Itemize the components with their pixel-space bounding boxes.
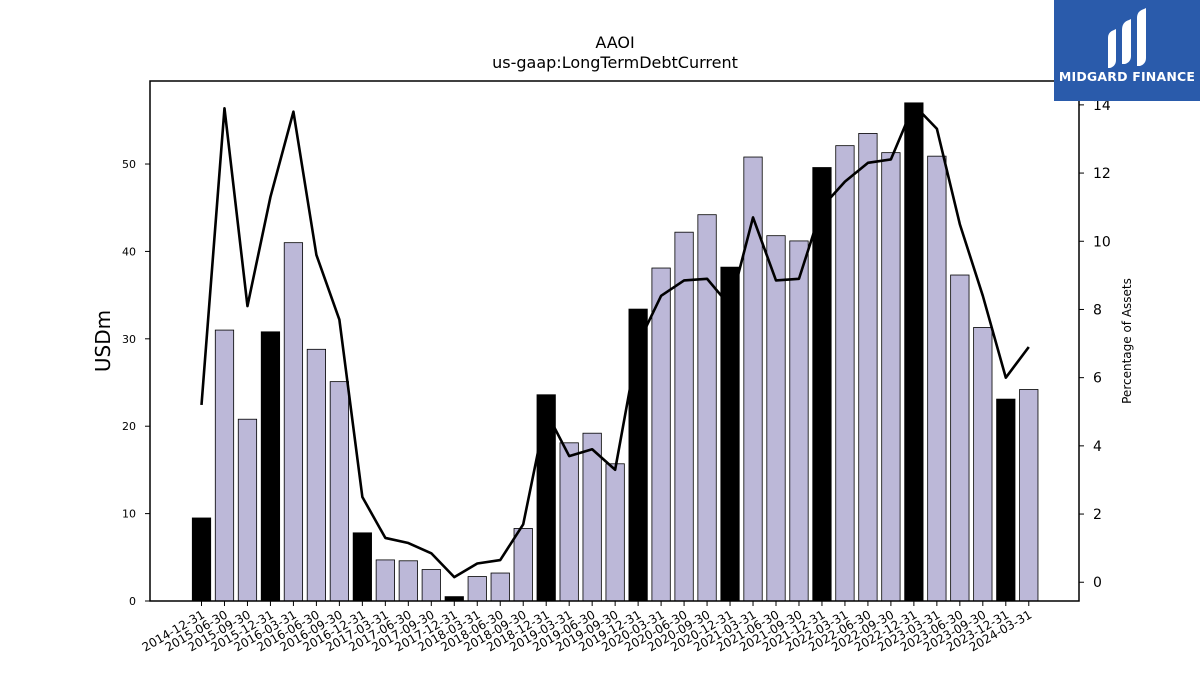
y2-tick-label: 14 bbox=[1093, 98, 1111, 114]
y2-axis-label: Percentage of Assets bbox=[1120, 278, 1134, 404]
bar-2019-03-31 bbox=[559, 442, 579, 602]
bar-2022-06-30 bbox=[858, 133, 878, 602]
right-axis: 0 2 4 6 8 10 12 14 bbox=[1079, 98, 1111, 591]
y2-tick-label: 4 bbox=[1093, 439, 1102, 455]
y-axis-label: USDm bbox=[91, 310, 115, 372]
bar-2023-06-30 bbox=[950, 274, 970, 602]
y-tick-label: 30 bbox=[122, 333, 136, 346]
bar-2015-06-30 bbox=[214, 329, 235, 602]
bar-2022-12-31 bbox=[904, 102, 924, 602]
y-tick-label: 20 bbox=[122, 420, 136, 433]
series-line-percentage-of-assets bbox=[200, 103, 1030, 579]
x-axis: 2014-12-312015-06-302015-09-302015-12-31… bbox=[140, 601, 1034, 654]
y2-tick-label: 12 bbox=[1093, 166, 1111, 182]
brand-name: MIDGARD FINANCE bbox=[1058, 69, 1196, 84]
bar-2014-12-31 bbox=[191, 517, 212, 602]
y2-tick-label: 8 bbox=[1093, 302, 1102, 318]
bar-2020-06-30 bbox=[674, 231, 694, 602]
bar-2019-06-30 bbox=[582, 432, 602, 602]
bar-2021-06-30 bbox=[766, 235, 786, 602]
bar-2017-03-31 bbox=[375, 559, 395, 602]
bar-2018-06-30 bbox=[490, 572, 510, 602]
bar-2021-12-31 bbox=[812, 167, 832, 602]
y2-tick-label: 2 bbox=[1093, 507, 1102, 523]
y2-tick-label: 0 bbox=[1093, 575, 1102, 591]
bar-2023-12-31 bbox=[996, 398, 1016, 602]
y-tick-label: 40 bbox=[122, 245, 136, 258]
y-tick-label: 50 bbox=[122, 158, 136, 171]
bar-2015-09-30 bbox=[237, 418, 258, 602]
bar-2019-12-31 bbox=[628, 308, 648, 602]
bar-2021-03-31 bbox=[743, 156, 763, 602]
y-tick-label: 0 bbox=[129, 595, 136, 608]
brand-logo: MIDGARD FINANCE bbox=[1054, 0, 1200, 101]
bar-2023-09-30 bbox=[973, 327, 993, 602]
bar-2015-12-31 bbox=[260, 331, 281, 602]
bar-2022-03-31 bbox=[835, 145, 855, 602]
y-tick-label: 10 bbox=[122, 508, 136, 521]
bar-2018-09-30 bbox=[513, 528, 533, 602]
y2-tick-label: 10 bbox=[1093, 234, 1111, 250]
bar-2017-09-30 bbox=[421, 569, 441, 602]
plot-frame bbox=[149, 80, 1080, 602]
bar-2021-09-30 bbox=[789, 240, 809, 602]
chart-subtitle: us-gaap:LongTermDebtCurrent bbox=[492, 53, 738, 72]
y2-tick-label: 6 bbox=[1093, 371, 1102, 387]
bar-2016-06-30 bbox=[306, 348, 327, 602]
bar-2024-03-31 bbox=[1019, 389, 1039, 602]
bars-group bbox=[191, 102, 1039, 602]
bar-2020-09-30 bbox=[697, 214, 717, 602]
bar-2016-09-30 bbox=[329, 381, 349, 602]
bar-2016-03-31 bbox=[283, 242, 304, 602]
bar-2023-03-31 bbox=[927, 155, 947, 602]
left-axis: 0 10 20 30 40 50 bbox=[122, 158, 150, 608]
midgard-logo-icon bbox=[1108, 8, 1146, 68]
bar-2018-03-31 bbox=[467, 576, 487, 602]
bar-2017-06-30 bbox=[398, 560, 418, 602]
bar-2019-09-30 bbox=[605, 463, 625, 602]
chart-title: AAOI bbox=[595, 33, 634, 52]
line-group bbox=[200, 103, 1030, 579]
bar-2022-09-30 bbox=[881, 152, 901, 602]
bar-2020-03-31 bbox=[651, 267, 671, 602]
bar-2016-12-31 bbox=[352, 532, 372, 602]
bar-2020-12-31 bbox=[720, 266, 740, 602]
